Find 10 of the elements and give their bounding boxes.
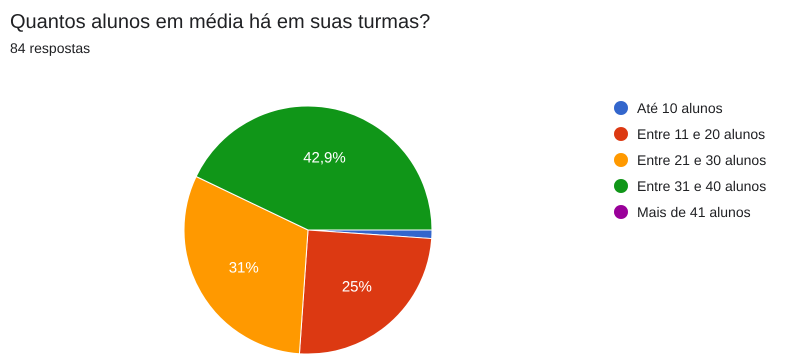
data-label: 31% [228,260,259,277]
legend-label: Entre 21 e 30 alunos [637,152,766,168]
legend-label: Entre 31 e 40 alunos [637,178,766,194]
data-label: 42,9% [303,150,346,167]
text: 84 respostas [10,40,90,56]
legend-label: Mais de 41 alunos [637,204,751,220]
data-label: 25% [342,278,372,296]
legend-label: Até 10 alunos [637,100,723,116]
legend-label: Entre 11 e 20 alunos [637,126,766,142]
chart-title: Quantos alunos em média há em suas turmas? [10,11,430,33]
